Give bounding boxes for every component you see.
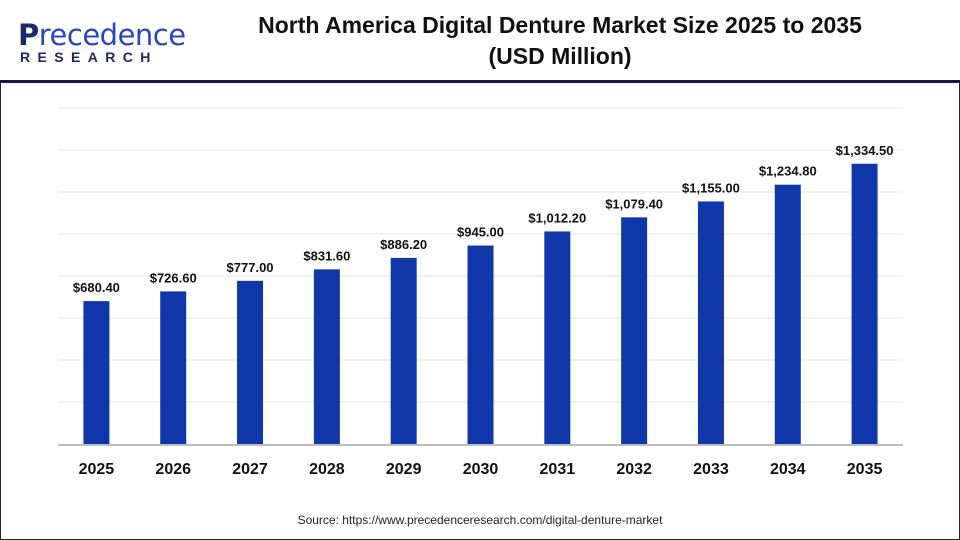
data-label-2033: $1,155.00 [682,180,740,195]
data-label-2035: $1,334.50 [836,143,894,158]
data-label-2029: $886.20 [380,237,427,252]
bar-2032 [621,217,648,444]
x-tick-label-2029: 2029 [386,461,422,478]
data-label-2027: $777.00 [227,260,274,275]
x-tick-label-2034: 2034 [770,461,806,478]
logo-wordmark: Precedence [18,18,186,52]
bar-2033 [697,201,724,444]
x-tick-label-2025: 2025 [79,461,115,478]
chart-title-line1: North America Digital Denture Market Siz… [258,12,862,38]
x-tick-label-2035: 2035 [847,461,883,478]
data-label-2032: $1,079.40 [605,196,663,211]
data-label-2026: $726.60 [150,270,197,285]
bar-2026 [160,291,187,444]
header-divider [0,80,960,83]
bar-2035 [851,163,878,444]
data-label-2025: $680.40 [73,280,120,295]
logo-subtext: RESEARCH [20,49,158,65]
source-note: Source: https://www.precedenceresearch.c… [297,513,663,527]
x-tick-label-2032: 2032 [616,461,652,478]
x-tick-label-2033: 2033 [693,461,729,478]
bar-2028 [313,269,340,444]
x-tick-label-2027: 2027 [232,461,268,478]
x-tick-label-2031: 2031 [540,461,576,478]
chart-title-line2: (USD Million) [488,43,632,69]
data-label-2028: $831.60 [303,248,350,263]
bar-2031 [544,231,571,444]
data-label-2031: $1,012.20 [528,210,586,225]
chart-title: North America Digital Denture Market Siz… [200,10,920,72]
data-label-2030: $945.00 [457,225,504,240]
precedence-research-logo: Precedence RESEARCH [18,18,186,68]
bar-2030 [467,245,494,444]
header: Precedence RESEARCH North America Digita… [0,0,960,80]
data-label-2034: $1,234.80 [759,164,817,179]
bar-2029 [390,257,417,444]
bar-2027 [237,280,264,444]
x-tick-label-2028: 2028 [309,461,345,478]
bar-2025 [83,301,110,444]
bar-2034 [774,184,801,444]
x-tick-label-2026: 2026 [155,461,191,478]
x-tick-label-2030: 2030 [463,461,499,478]
